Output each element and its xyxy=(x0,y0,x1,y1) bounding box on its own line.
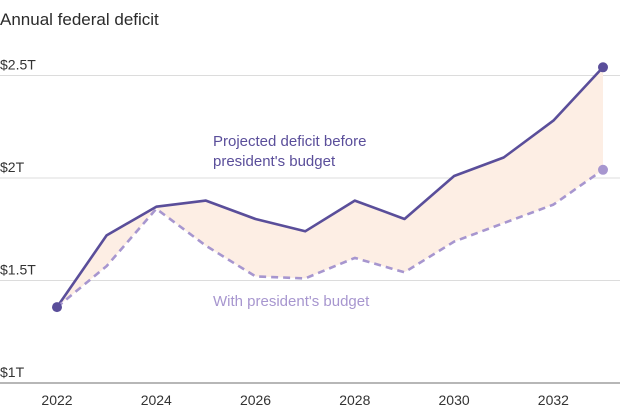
x-tick-label: 2022 xyxy=(41,392,72,408)
start-point-marker xyxy=(52,302,62,313)
x-tick-label: 2026 xyxy=(240,392,271,408)
series-line-with-budget xyxy=(56,168,604,309)
y-tick-label: $2T xyxy=(0,159,25,175)
labels-layer: Projected deficit before president's budg… xyxy=(213,133,370,310)
end-point-marker-with-budget xyxy=(598,164,608,175)
x-tick-label: 2030 xyxy=(439,392,470,408)
end-point-marker-before-budget xyxy=(598,62,608,73)
series-line-before-budget xyxy=(55,66,604,308)
budget-gap-fill xyxy=(57,67,603,308)
y-tick-label: $2.5T xyxy=(0,57,36,73)
y-tick-label: $1T xyxy=(0,364,25,380)
x-tick-label: 2024 xyxy=(141,392,172,408)
series-label-before-budget: Projected deficit before xyxy=(213,133,366,150)
endpoint-markers xyxy=(52,62,608,313)
x-tick-label: 2028 xyxy=(339,392,370,408)
y-tick-label: $1.5T xyxy=(0,262,36,278)
x-tick-label: 2032 xyxy=(538,392,569,408)
chart-title: Annual federal deficit xyxy=(0,10,159,29)
series-label-with-budget: With president's budget xyxy=(213,293,370,310)
grid-layer: $1T $1.5T $2T $2.5T 2022 2024 2026 2028 2030 2032 xyxy=(0,57,620,408)
series-label-before-budget: president's budget xyxy=(213,153,336,170)
